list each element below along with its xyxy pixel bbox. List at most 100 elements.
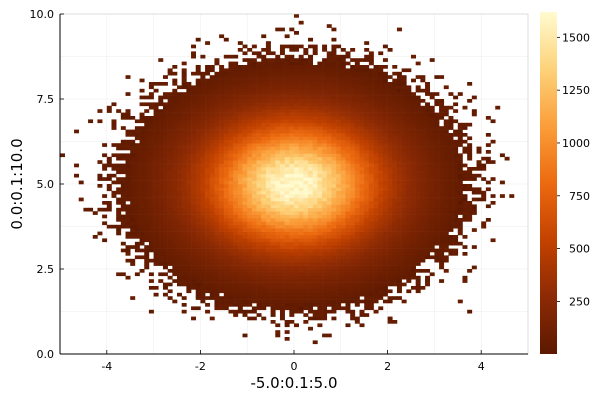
heatmap-cell [392,255,398,260]
heatmap-cell [181,235,187,239]
heatmap-cell [378,92,384,96]
heatmap-cell [457,299,463,304]
heatmap-cell [420,173,426,178]
heatmap-cell [237,153,243,158]
heatmap-cell [209,289,215,294]
heatmap-cell [279,65,285,69]
heatmap-cell [130,221,136,226]
heatmap-cell [153,136,159,141]
heatmap-cell [153,197,159,202]
heatmap-cell [167,269,173,273]
heatmap-cell [242,146,248,151]
heatmap-cell [167,194,173,198]
heatmap-cell [162,252,168,256]
heatmap-cell [429,95,435,100]
heatmap-cell [279,299,285,304]
heatmap-cell [279,296,285,300]
heatmap-cell [453,252,459,256]
heatmap-cell [219,95,225,100]
heatmap-cell [294,112,299,117]
heatmap-cell [181,61,187,66]
heatmap-cell [429,255,435,260]
heatmap-cell [181,102,187,107]
heatmap-cell [251,272,257,277]
heatmap-cell [317,316,323,321]
heatmap-cell [181,187,187,192]
heatmap-cell [144,156,150,161]
heatmap-cell [209,241,215,246]
heatmap-cell [387,231,393,236]
heatmap-cell [448,156,454,161]
heatmap-cell [378,65,384,69]
heatmap-cell [139,218,145,222]
heatmap-cell [102,143,108,147]
heatmap-cell [322,136,328,141]
heatmap-cell [415,289,421,294]
heatmap-cell [102,221,108,226]
heatmap-cell [256,303,262,307]
heatmap-cell [378,88,384,93]
heatmap-cell [490,194,496,198]
heatmap-cell [219,201,225,205]
heatmap-cell [392,296,398,300]
heatmap-cell [228,235,234,239]
heatmap-cell [284,139,290,144]
heatmap-cell [331,279,337,283]
heatmap-cell [308,173,314,178]
heatmap-cell [279,139,285,144]
heatmap-cell [294,235,299,239]
heatmap-cell [205,170,211,175]
heatmap-cell [378,129,384,134]
heatmap-cell [186,119,192,124]
heatmap-cell [144,207,150,212]
heatmap-cell [158,197,164,202]
heatmap-cell [270,258,276,263]
heatmap-cell [275,170,281,175]
heatmap-cell [294,119,299,124]
heatmap-cell [453,204,459,209]
heatmap-cell [205,88,211,93]
heatmap-cell [345,139,351,144]
heatmap-cell [242,248,248,253]
heatmap-cell [181,112,187,117]
heatmap-cell [237,163,243,168]
heatmap-cell [289,126,295,130]
heatmap-cell [233,224,239,229]
heatmap-cell [425,245,431,249]
heatmap-cell [186,265,192,270]
heatmap-cell [167,95,173,100]
heatmap-cell [200,170,206,175]
heatmap-cell [331,231,337,236]
heatmap-cell [228,105,234,110]
heatmap-cell [312,262,318,266]
heatmap-cell [279,228,285,232]
heatmap-cell [153,194,159,198]
heatmap-cell [195,119,201,124]
heatmap-cell [247,207,253,212]
heatmap-cell [139,204,145,209]
heatmap-cell [195,143,201,147]
heatmap-cell [106,160,112,164]
heatmap-cell [275,211,281,215]
heatmap-cell [205,92,211,96]
heatmap-cell [439,146,445,151]
heatmap-cell [125,109,131,113]
heatmap-cell [172,231,178,236]
heatmap-cell [265,82,271,86]
heatmap-cell [396,133,402,137]
heatmap-cell [186,201,192,205]
heatmap-cell [223,231,229,236]
heatmap-cell [270,282,276,287]
heatmap-cell [251,143,257,147]
heatmap-cell [331,245,337,249]
heatmap-cell [270,160,276,164]
heatmap-cell [130,218,136,222]
heatmap-cell [237,187,243,192]
heatmap-cell [237,258,243,263]
heatmap-cell [411,54,416,59]
heatmap-cell [373,143,379,147]
heatmap-cell [111,190,117,195]
heatmap-cell [130,235,136,239]
heatmap-cell [158,262,164,266]
heatmap-cell [162,173,168,178]
